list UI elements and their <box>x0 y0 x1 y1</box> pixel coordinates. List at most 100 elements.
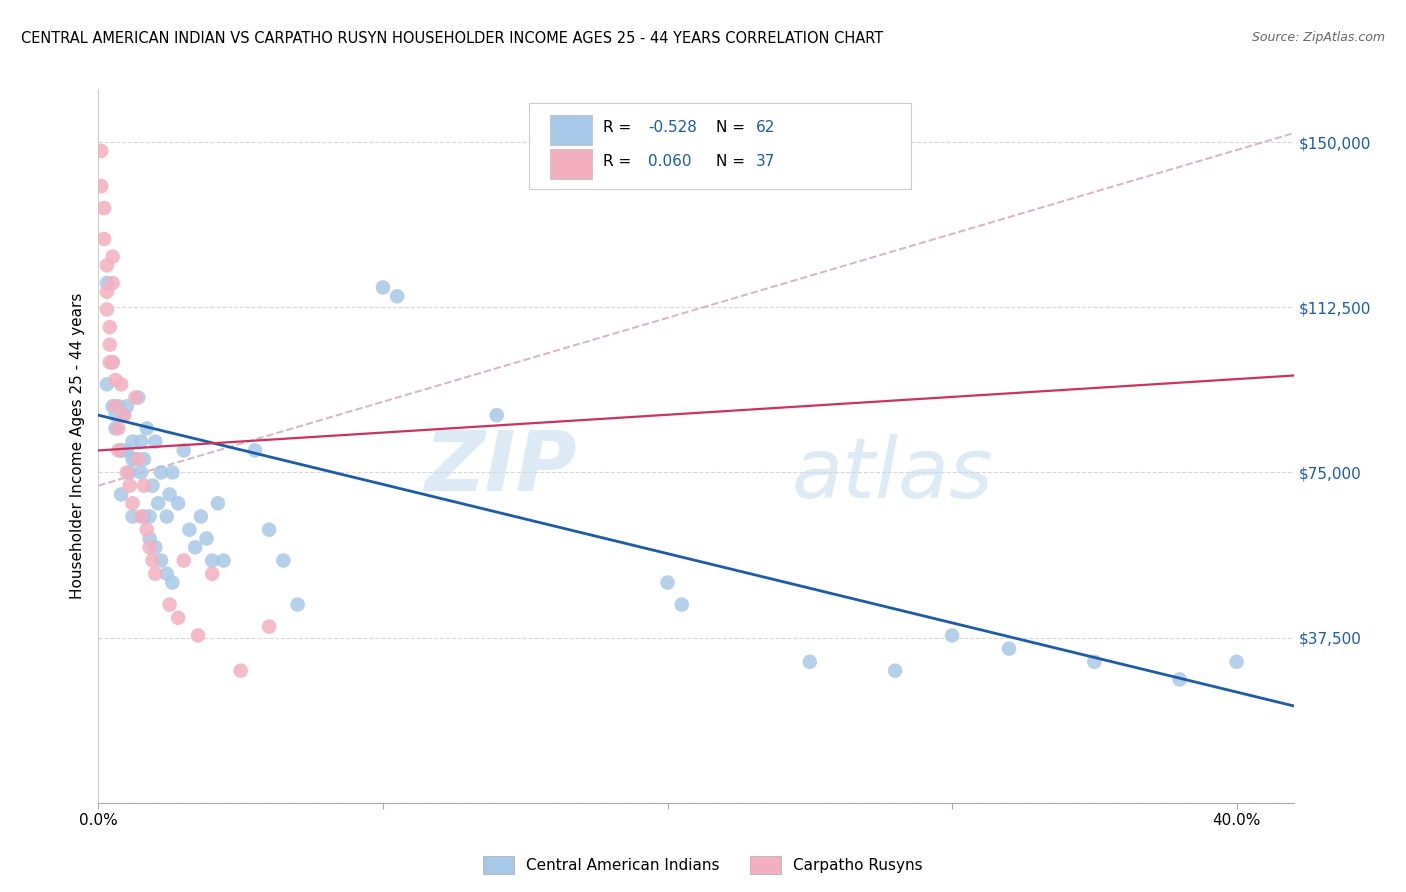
Point <box>127 391 149 405</box>
Point <box>1168 673 1191 687</box>
Point <box>112 408 135 422</box>
Point <box>173 443 195 458</box>
Point <box>179 523 201 537</box>
Point <box>107 443 129 458</box>
Point <box>107 421 129 435</box>
FancyBboxPatch shape <box>550 115 592 145</box>
Point <box>118 466 141 480</box>
Point <box>107 400 129 414</box>
Point <box>201 566 224 581</box>
Text: R =: R = <box>603 154 636 169</box>
Point <box>884 664 907 678</box>
Point <box>159 598 181 612</box>
Point <box>104 421 127 435</box>
Point <box>90 144 112 158</box>
Point <box>671 598 693 612</box>
Point <box>141 553 163 567</box>
Point <box>148 496 170 510</box>
Point <box>135 523 157 537</box>
Text: 37: 37 <box>756 154 775 169</box>
Point <box>257 523 280 537</box>
Point <box>129 466 152 480</box>
Point <box>115 466 138 480</box>
Point <box>121 452 143 467</box>
Point <box>132 452 155 467</box>
Point <box>201 553 224 567</box>
Point <box>90 179 112 194</box>
Point <box>273 553 295 567</box>
Point <box>132 478 155 492</box>
Point <box>121 434 143 449</box>
Point <box>98 320 121 334</box>
Point <box>98 337 121 351</box>
Point <box>101 355 124 369</box>
Point <box>96 259 118 273</box>
Point <box>132 509 155 524</box>
Point <box>257 619 280 633</box>
Point <box>156 566 179 581</box>
Point <box>96 377 118 392</box>
Point <box>93 201 115 215</box>
Point <box>143 566 166 581</box>
Point <box>159 487 181 501</box>
Point <box>143 541 166 555</box>
Point <box>110 443 132 458</box>
Point <box>93 232 115 246</box>
Point <box>150 553 173 567</box>
Point <box>190 509 212 524</box>
Point <box>184 541 207 555</box>
Point <box>1083 655 1105 669</box>
Point <box>138 532 160 546</box>
Point <box>162 575 184 590</box>
Point <box>129 509 152 524</box>
Text: 62: 62 <box>756 120 775 136</box>
Text: R =: R = <box>603 120 636 136</box>
Point <box>121 509 143 524</box>
Point <box>385 289 409 303</box>
Point <box>138 509 160 524</box>
Point <box>195 532 218 546</box>
Point <box>138 541 160 555</box>
Point <box>187 628 209 642</box>
Point <box>135 421 157 435</box>
FancyBboxPatch shape <box>550 149 592 179</box>
Point <box>212 553 235 567</box>
Text: CENTRAL AMERICAN INDIAN VS CARPATHO RUSYN HOUSEHOLDER INCOME AGES 25 - 44 YEARS : CENTRAL AMERICAN INDIAN VS CARPATHO RUSY… <box>21 31 883 46</box>
Y-axis label: Householder Income Ages 25 - 44 years: Householder Income Ages 25 - 44 years <box>70 293 86 599</box>
Point <box>110 377 132 392</box>
Point <box>243 443 266 458</box>
Point <box>121 496 143 510</box>
Point <box>141 478 163 492</box>
Legend: Central American Indians, Carpatho Rusyns: Central American Indians, Carpatho Rusyn… <box>477 850 929 880</box>
Text: 0.060: 0.060 <box>648 154 692 169</box>
Point <box>124 452 146 467</box>
Point <box>143 434 166 449</box>
Point <box>96 302 118 317</box>
Point <box>112 408 135 422</box>
Point <box>101 276 124 290</box>
Point <box>799 655 821 669</box>
Point <box>115 400 138 414</box>
Point <box>998 641 1021 656</box>
Point <box>127 452 149 467</box>
Point <box>115 443 138 458</box>
Point <box>110 487 132 501</box>
Point <box>101 400 124 414</box>
Point <box>1226 655 1249 669</box>
Point <box>101 250 124 264</box>
Point <box>941 628 963 642</box>
Point <box>101 355 124 369</box>
Point <box>104 400 127 414</box>
Point <box>162 466 184 480</box>
Point <box>167 496 190 510</box>
Point <box>150 466 173 480</box>
FancyBboxPatch shape <box>529 103 911 189</box>
Point <box>96 276 118 290</box>
Text: Source: ZipAtlas.com: Source: ZipAtlas.com <box>1251 31 1385 45</box>
Point <box>96 285 118 299</box>
Point <box>229 664 252 678</box>
Text: N =: N = <box>716 154 751 169</box>
Text: atlas: atlas <box>792 434 993 515</box>
Point <box>118 478 141 492</box>
Point <box>156 509 179 524</box>
